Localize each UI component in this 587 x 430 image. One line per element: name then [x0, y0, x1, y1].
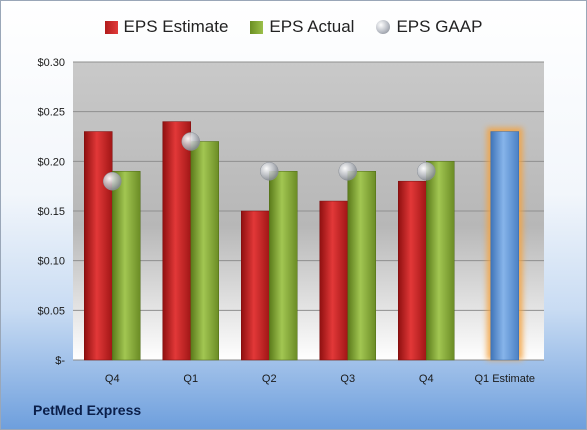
legend-item-gaap: EPS GAAP: [376, 17, 482, 37]
y-tick-label: $0.30: [37, 57, 65, 69]
y-tick-label: $0.15: [37, 206, 65, 218]
chart-legend: EPS Estimate EPS Actual EPS GAAP: [1, 17, 586, 37]
gaap-marker: [103, 171, 122, 191]
legend-swatch-actual: [250, 20, 264, 34]
bar-actual: [190, 141, 219, 361]
y-tick-label: $0.05: [37, 305, 65, 317]
bars: [84, 121, 523, 361]
legend-item-estimate: EPS Estimate: [104, 17, 229, 37]
y-axis-ticks: $- $0.05 $0.10 $0.15 $0.20 $0.25 $0.30: [37, 57, 65, 367]
x-tick-label: Q4: [419, 373, 434, 385]
bar-actual: [426, 161, 455, 361]
legend-swatch-estimate: [104, 20, 118, 34]
legend-item-actual: EPS Actual: [250, 17, 354, 37]
gaap-markers: [103, 132, 436, 191]
gaap-marker: [181, 132, 200, 151]
x-tick-label: Q2: [262, 373, 277, 385]
bar-estimate: [319, 200, 348, 361]
x-tick-label: Q1 Estimate: [474, 373, 535, 385]
bar-estimate: [241, 210, 270, 361]
y-tick-label: $-: [55, 355, 65, 367]
legend-label-actual: EPS Actual: [269, 17, 355, 36]
gaap-marker: [260, 162, 279, 181]
company-name: PetMed Express: [33, 402, 142, 418]
gaap-marker: [417, 162, 436, 181]
gaap-marker: [338, 162, 357, 181]
bar-estimate: [162, 121, 191, 361]
x-axis-ticks: Q4 Q1 Q2 Q3 Q4 Q1 Estimate: [105, 373, 535, 385]
x-tick-label: Q4: [105, 373, 120, 385]
x-tick-label: Q3: [340, 373, 355, 385]
y-tick-label: $0.20: [37, 156, 65, 168]
bar-estimate: [398, 180, 427, 361]
y-tick-label: $0.10: [37, 256, 65, 268]
legend-swatch-gaap: [376, 20, 391, 34]
bar-estimate: [84, 131, 113, 361]
legend-label-gaap: EPS GAAP: [396, 17, 483, 36]
bar-actual: [112, 171, 141, 361]
legend-label-estimate: EPS Estimate: [123, 17, 229, 36]
y-tick-label: $0.25: [37, 107, 65, 119]
bar-actual: [269, 171, 298, 361]
bar-estimate-forecast: [490, 131, 519, 361]
gridlines: [73, 61, 544, 361]
x-tick-label: Q1: [183, 373, 198, 385]
bar-actual: [347, 171, 376, 361]
